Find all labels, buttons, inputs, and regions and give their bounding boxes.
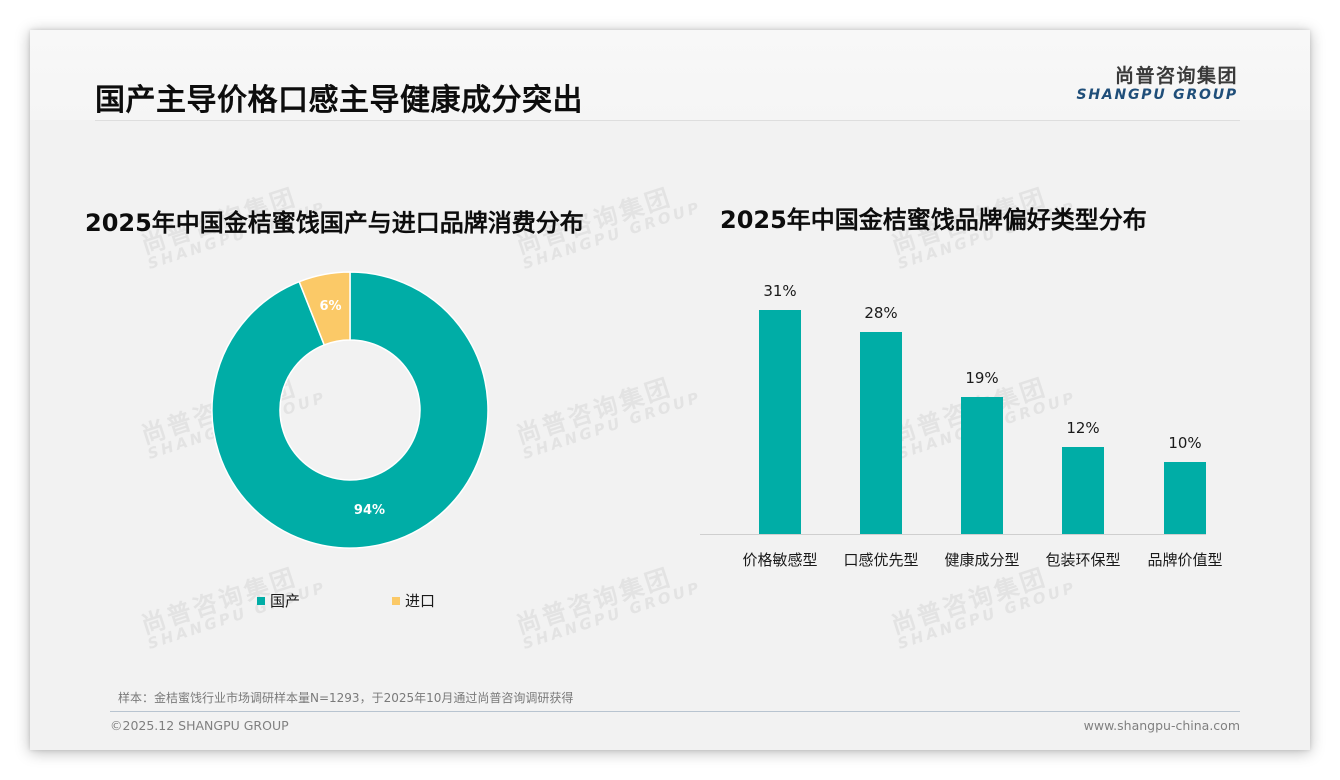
bar-value-label: 12%: [1066, 419, 1100, 438]
slide: 尚普咨询集团 SHANGPU GROUP 尚普咨询集团 SHANGPU GROUP …: [30, 30, 1310, 750]
bar-value-label: 19%: [965, 368, 999, 387]
sample-note: 样本：金桔蜜饯行业市场调研样本量N=1293，于2025年10月通过尚普咨询调研…: [118, 691, 574, 705]
x-tick-label: 包装环保型: [1045, 551, 1121, 569]
donut-label-domestic: 94%: [353, 503, 386, 519]
page-title: 国产主导价格口感主导健康成分突出: [95, 83, 583, 118]
bar-value-label: 31%: [763, 281, 797, 300]
logo-cn: 尚普咨询集团: [1114, 65, 1238, 87]
copyright: ©2025.12 SHANGPU GROUP: [110, 718, 289, 733]
bar-eco-packaging: [1062, 447, 1104, 534]
legend-swatch-yellow: [392, 596, 400, 605]
donut-chart-title: 2025年中国金桔蜜饯国产与进口品牌消费分布: [85, 209, 584, 237]
bar-taste-first: [860, 331, 902, 534]
bar-value-label: 10%: [1168, 433, 1202, 452]
bar-healthy-ingredients: [961, 396, 1003, 534]
website-link[interactable]: www.shangpu-china.com: [1083, 718, 1240, 733]
legend-item-domestic: 国产: [257, 590, 300, 611]
header-band: [30, 30, 1310, 120]
donut-label-import: 6%: [319, 298, 342, 314]
x-tick-label: 口感优先型: [843, 551, 919, 569]
bar-brand-value: [1164, 461, 1206, 534]
company-logo: 尚普咨询集团 SHANGPU GROUP: [1076, 65, 1238, 103]
logo-en: SHANGPU GROUP: [1076, 87, 1238, 103]
donut-slice-domestic: [211, 271, 489, 549]
legend-label: 进口: [405, 592, 436, 610]
bar-price-sensitive: [759, 309, 801, 534]
x-axis-line: [700, 534, 1206, 535]
donut-chart: 94% 6%: [210, 270, 490, 550]
x-tick-label: 价格敏感型: [742, 551, 818, 569]
bar-value-label: 28%: [864, 303, 898, 322]
x-tick-label: 健康成分型: [944, 551, 1020, 569]
legend-swatch-teal: [257, 596, 265, 605]
bar-chart: 31% 28% 19% 12% 10% 价格敏感型 口感优先型 健康成分型 包装…: [700, 270, 1223, 590]
legend-label: 国产: [270, 592, 301, 610]
bar-chart-title: 2025年中国金桔蜜饯品牌偏好类型分布: [720, 206, 1147, 234]
footer-divider: [110, 711, 1240, 712]
x-tick-label: 品牌价值型: [1147, 551, 1223, 569]
donut-slice-import: [298, 271, 351, 346]
legend-item-import: 进口: [392, 590, 435, 611]
donut-svg: [211, 271, 489, 549]
header-divider: [95, 120, 1240, 121]
